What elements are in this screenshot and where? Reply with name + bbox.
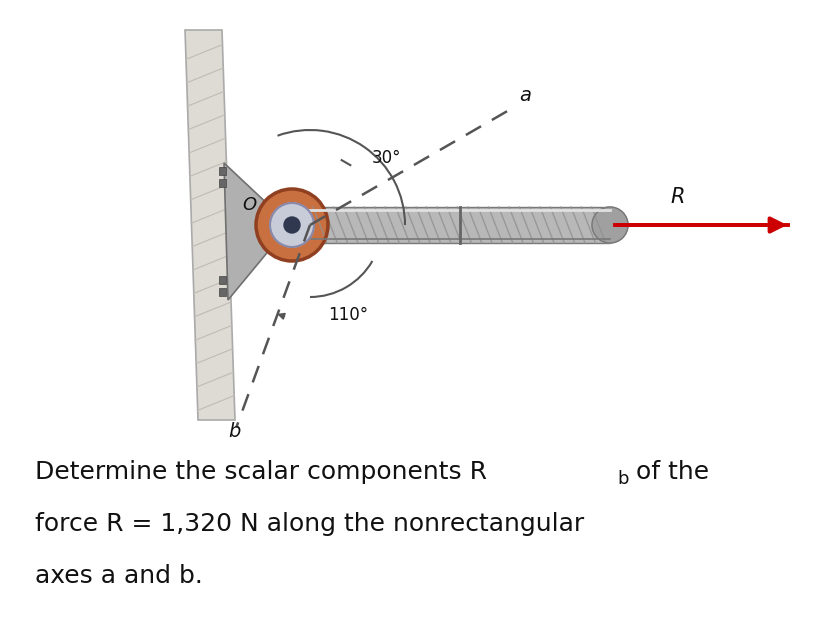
Text: of the: of the xyxy=(627,460,708,484)
Circle shape xyxy=(256,189,327,261)
Text: b: b xyxy=(616,470,628,488)
Text: R: R xyxy=(669,187,684,207)
Circle shape xyxy=(284,217,299,233)
Text: O: O xyxy=(241,196,256,214)
Text: b: b xyxy=(228,422,241,441)
Circle shape xyxy=(591,207,627,243)
Polygon shape xyxy=(218,288,226,296)
Text: 30°: 30° xyxy=(371,149,401,167)
Polygon shape xyxy=(218,167,226,175)
Polygon shape xyxy=(304,207,609,243)
Polygon shape xyxy=(224,163,289,300)
Text: a: a xyxy=(519,86,530,105)
Text: force R = 1,320 N along the nonrectangular: force R = 1,320 N along the nonrectangul… xyxy=(35,512,584,536)
Polygon shape xyxy=(218,179,226,187)
Text: Determine the scalar components R: Determine the scalar components R xyxy=(35,460,486,484)
Text: axes a and b.: axes a and b. xyxy=(35,564,203,588)
Polygon shape xyxy=(184,30,235,420)
Text: 110°: 110° xyxy=(327,306,368,324)
Circle shape xyxy=(270,203,313,247)
Polygon shape xyxy=(218,276,226,284)
